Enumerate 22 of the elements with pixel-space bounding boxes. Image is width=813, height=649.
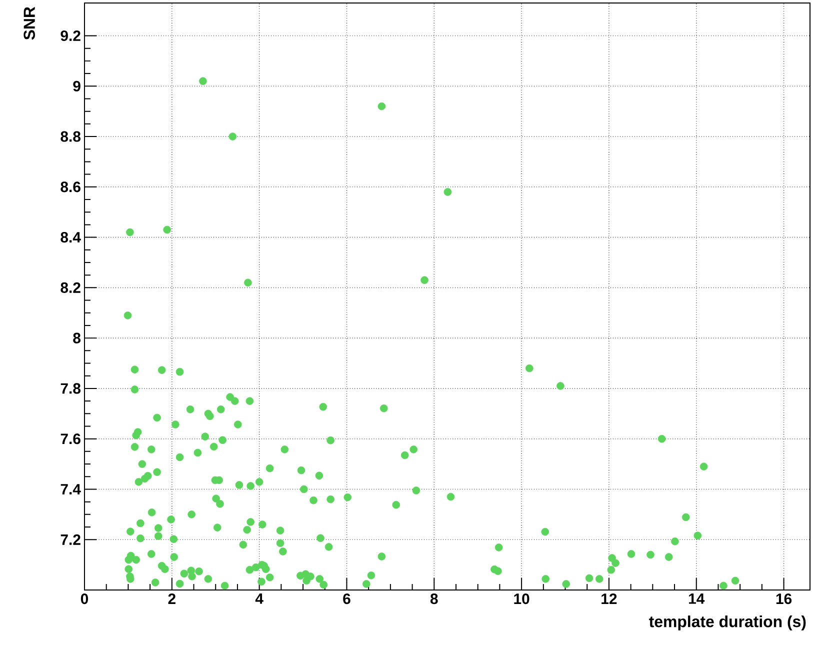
y-tick-label: 8.6: [60, 182, 80, 192]
y-tick-label: 8.2: [60, 282, 80, 293]
y-tick-label: 7.4: [60, 484, 81, 494]
y-tick-label: 7.6: [60, 434, 80, 444]
x-tick-label: 4: [255, 594, 264, 604]
y-tick-label: 8.4: [60, 232, 81, 243]
y-tick-label: 8.8: [60, 131, 81, 142]
x-tick-label: 12: [602, 594, 617, 604]
x-tick-label: 16: [776, 594, 792, 604]
x-tick-label: 0: [80, 594, 88, 604]
x-tick-label: 2: [168, 594, 176, 604]
y-tick-label: 9.2: [60, 30, 80, 42]
y-tick-label: 8: [73, 332, 81, 344]
y-tick-label: 9: [73, 80, 80, 92]
y-tick-label: 7.8: [60, 383, 81, 394]
y-tick-label: 7.2: [60, 534, 80, 545]
x-tick-label: 10: [514, 594, 530, 604]
x-axis-title: template duration (s): [649, 616, 806, 630]
x-tick-label: 6: [343, 594, 350, 604]
x-tick-label: 14: [689, 594, 705, 604]
x-tick-label: 8: [430, 594, 438, 604]
y-axis-title: SNR: [24, 6, 35, 40]
